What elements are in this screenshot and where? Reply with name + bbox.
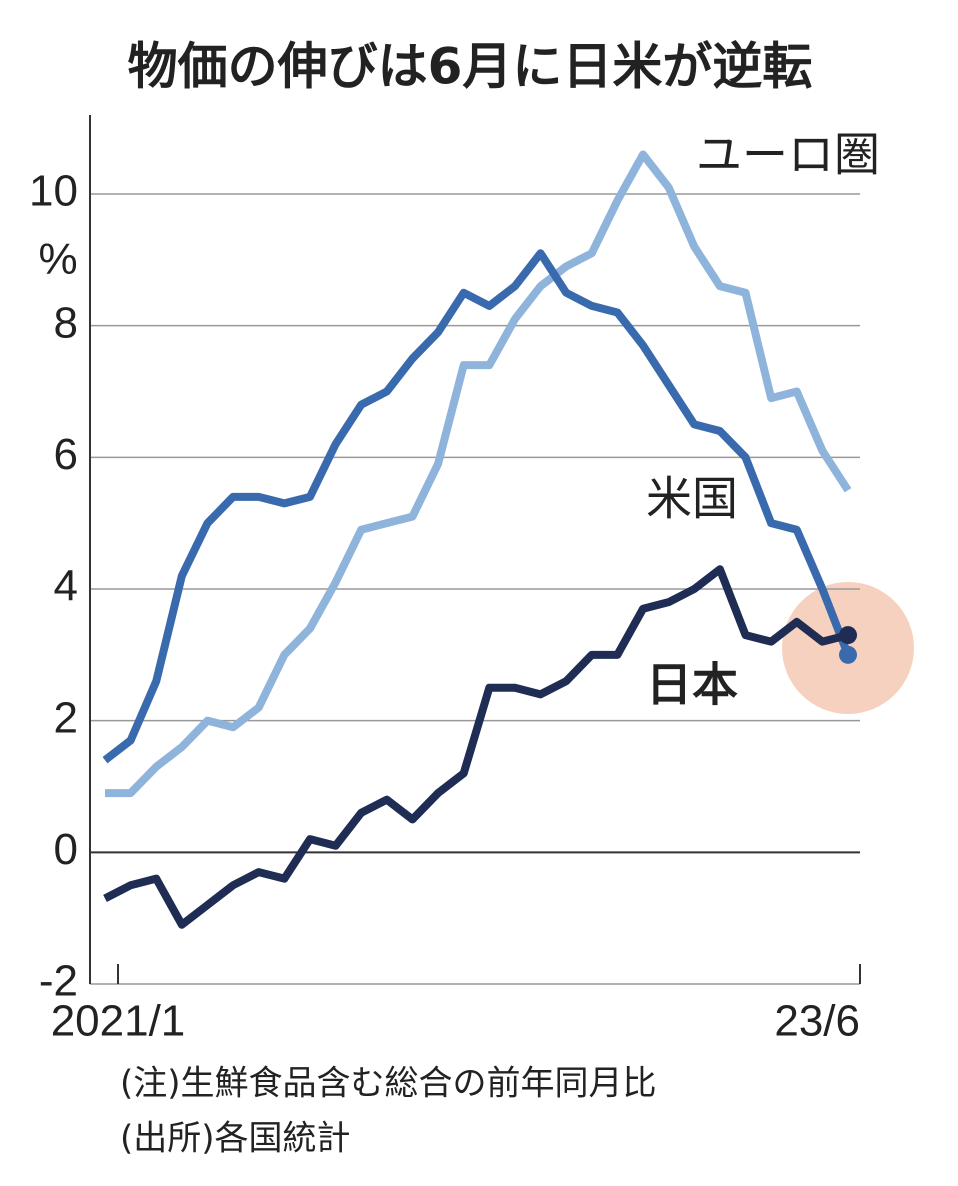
- y-tick-label: 0: [54, 825, 78, 874]
- series-label: 米国: [646, 472, 738, 526]
- y-tick-label: -2: [39, 957, 78, 1006]
- note: (注)生鮮食品含む総合の前年同月比: [120, 1064, 657, 1104]
- line: [103, 565, 849, 929]
- y-tick-label: 2: [54, 693, 78, 742]
- line: [102, 249, 852, 764]
- y-tick-label: 10: [29, 167, 78, 216]
- line: [105, 150, 852, 798]
- y-tick-label: 6: [54, 430, 78, 479]
- end-dot: [839, 645, 857, 664]
- x-tick-label: 23/6: [774, 997, 860, 1046]
- chart-title: 物価の伸びは6月に日米が逆転: [128, 38, 813, 96]
- series-label: ユーロ圏: [696, 128, 880, 182]
- x-tick-label: 2021/1: [51, 997, 186, 1046]
- y-tick-label: 4: [54, 562, 78, 611]
- y-unit: %: [38, 235, 77, 284]
- note: (出所)各国統計: [120, 1119, 351, 1159]
- series-label: 日本: [646, 658, 738, 712]
- y-tick-label: 8: [54, 298, 78, 347]
- end-dot: [839, 626, 857, 645]
